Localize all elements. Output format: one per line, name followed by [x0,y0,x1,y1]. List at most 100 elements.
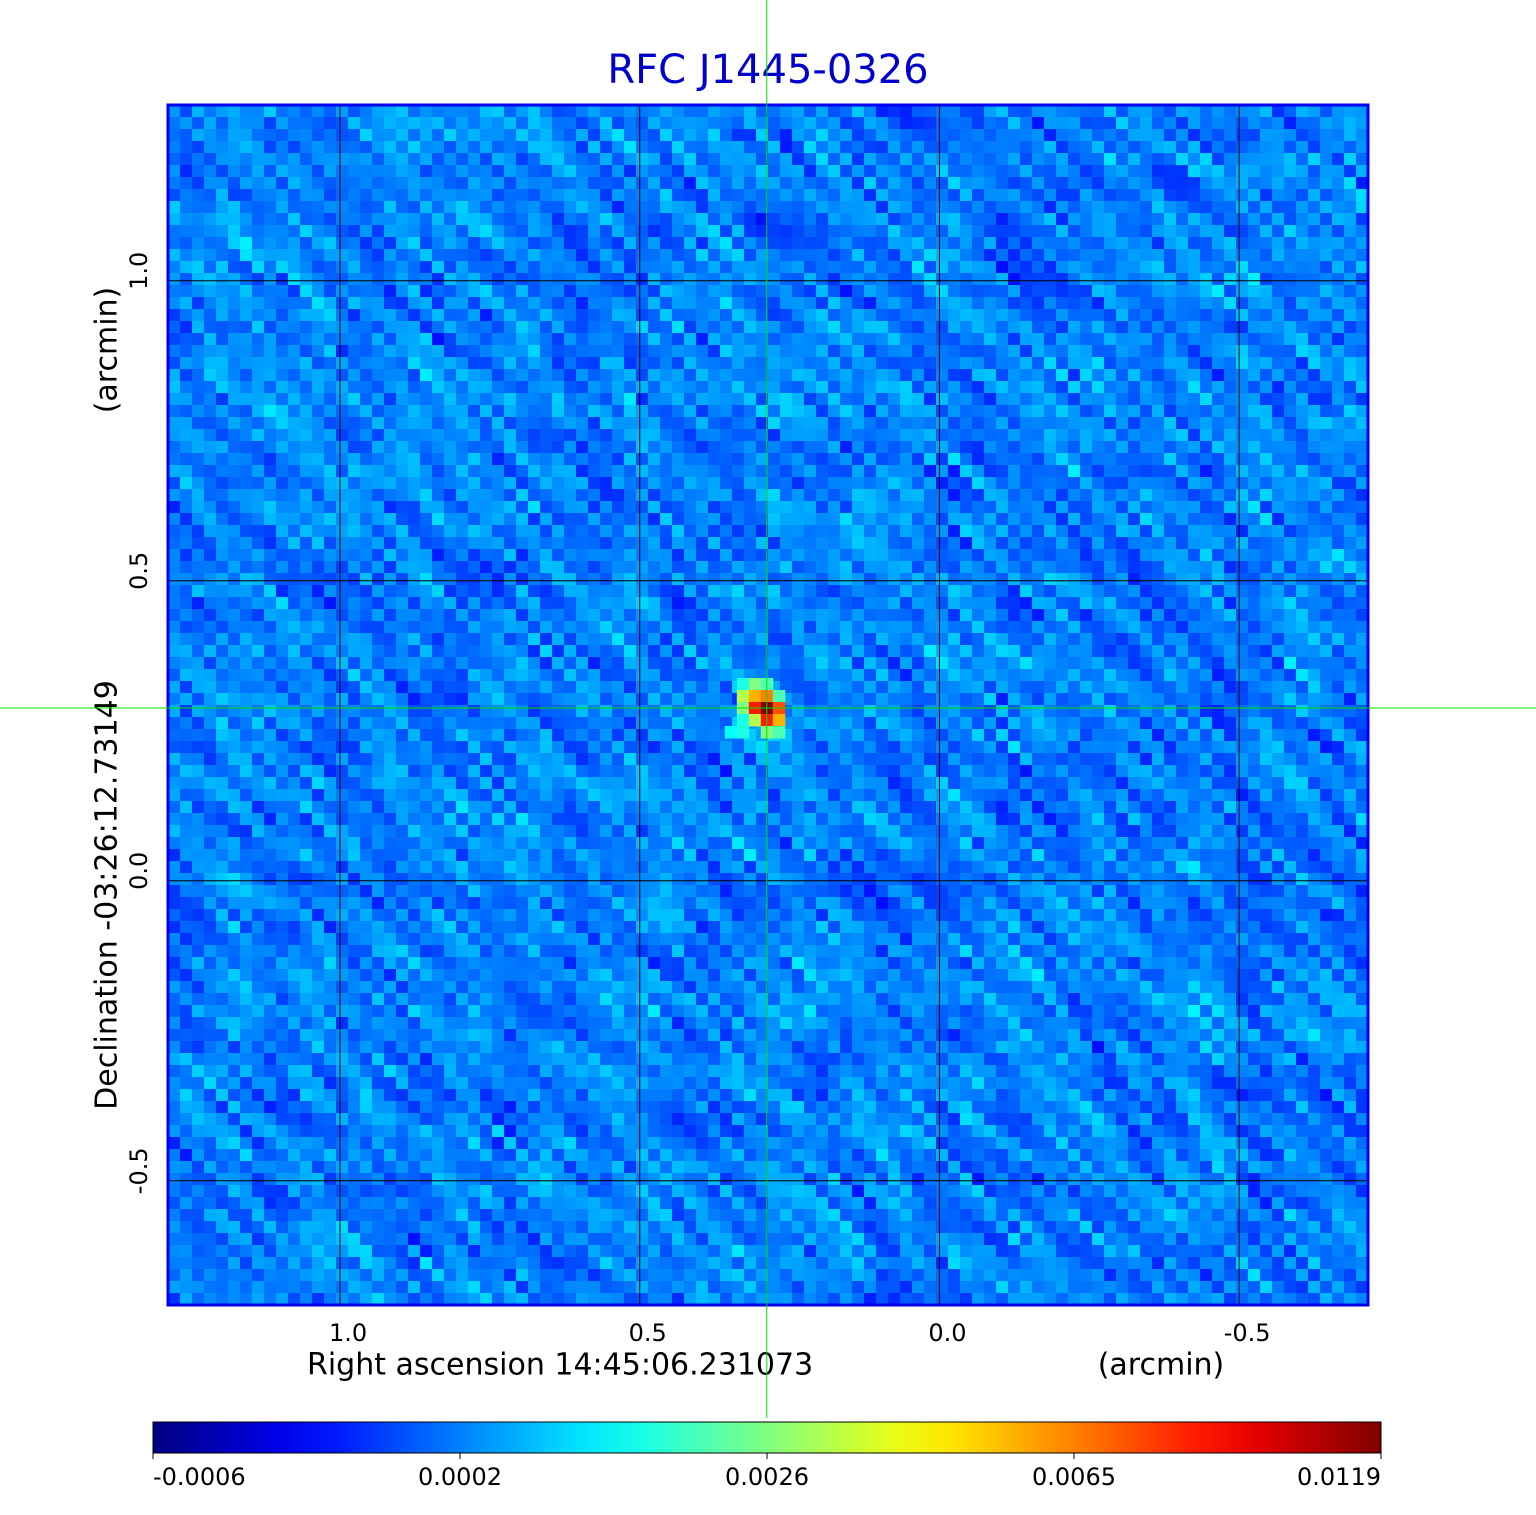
pixel [480,357,493,370]
pixel [1044,417,1057,430]
pixel [684,273,697,286]
pixel [684,477,697,490]
pixel [1260,321,1273,334]
pixel [1128,525,1141,538]
pixel [648,189,661,202]
pixel [888,405,901,418]
pixel [1056,417,1069,430]
pixel [1188,285,1201,298]
pixel [1260,525,1273,538]
pixel [792,405,805,418]
pixel [168,381,181,394]
pixel [1044,621,1057,634]
pixel [228,393,241,406]
pixel [1032,477,1045,490]
pixel [1116,513,1129,526]
pixel [648,393,661,406]
pixel [324,393,337,406]
pixel [252,237,265,250]
pixel [1332,465,1345,478]
pixel [324,249,337,262]
pixel [708,201,721,214]
pixel [360,645,373,658]
pixel [612,405,625,418]
pixel [336,537,349,550]
pixel [1344,609,1357,622]
pixel [1224,597,1237,610]
pixel [276,573,289,586]
pixel [1164,237,1177,250]
pixel [924,333,937,346]
pixel [528,117,541,130]
pixel [360,489,373,502]
pixel [312,477,325,490]
pixel [300,525,313,538]
pixel [276,561,289,574]
pixel [1044,189,1057,202]
pixel [1068,621,1081,634]
pixel [420,225,433,238]
pixel [192,321,205,334]
pixel [264,633,277,646]
pixel [324,477,337,490]
pixel [576,501,589,514]
pixel [1248,513,1261,526]
pixel [948,573,961,586]
pixel [768,357,781,370]
pixel [720,645,733,658]
pixel [1092,369,1105,382]
pixel [804,309,817,322]
pixel [612,669,625,682]
pixel [852,381,865,394]
pixel [1212,405,1225,418]
pixel [216,177,229,190]
pixel [1092,477,1105,490]
pixel [444,261,457,274]
pixel [1128,213,1141,226]
pixel [1056,537,1069,550]
pixel [876,609,889,622]
pixel [768,393,781,406]
pixel [1296,237,1309,250]
pixel [1092,393,1105,406]
pixel [600,441,613,454]
pixel [588,165,601,178]
pixel [168,537,181,550]
pixel [516,321,529,334]
pixel [804,465,817,478]
pixel [696,561,709,574]
pixel [1272,441,1285,454]
pixel [756,213,769,226]
pixel [1152,225,1165,238]
pixel [456,429,469,442]
pixel [744,225,757,238]
pixel [588,189,601,202]
pixel [228,477,241,490]
pixel [852,309,865,322]
pixel [636,309,649,322]
pixel [792,597,805,610]
pixel [948,213,961,226]
pixel [516,657,529,670]
pixel [744,573,757,586]
pixel [504,561,517,574]
pixel [420,153,433,166]
pixel [732,153,745,166]
pixel [360,501,373,514]
pixel [216,321,229,334]
pixel [996,189,1009,202]
pixel [468,405,481,418]
pixel [1032,561,1045,574]
pixel [1032,405,1045,418]
pixel [876,621,889,634]
pixel [408,393,421,406]
pixel [1200,633,1213,646]
pixel [924,381,937,394]
pixel [888,237,901,250]
pixel [696,597,709,610]
pixel [1224,645,1237,658]
pixel [660,537,673,550]
pixel [864,645,877,658]
pixel [888,177,901,190]
pixel [636,501,649,514]
